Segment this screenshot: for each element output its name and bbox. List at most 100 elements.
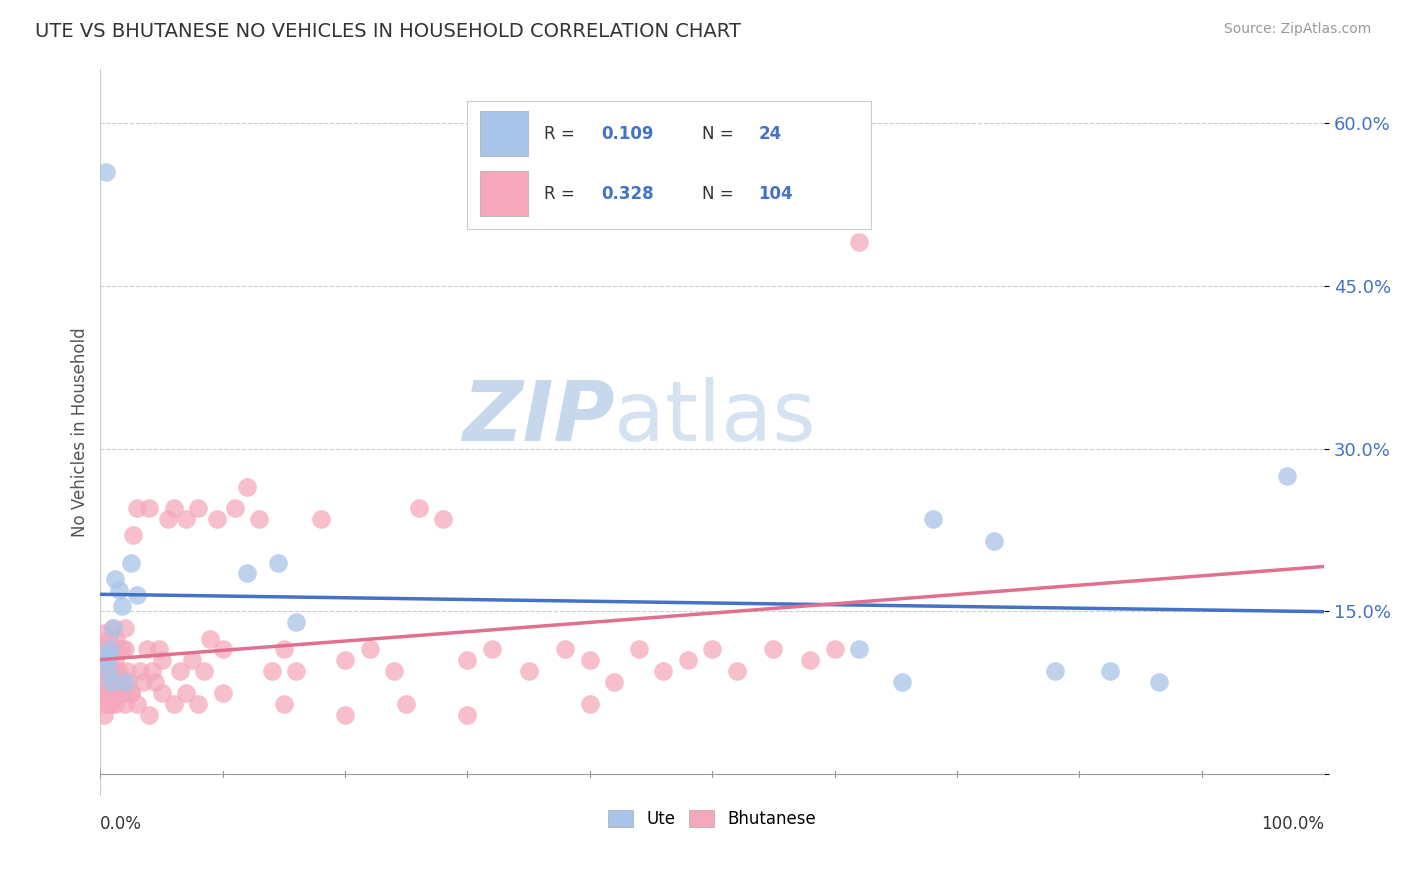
Point	[627, 642, 650, 657]
Point	[211, 686, 233, 700]
Point	[890, 675, 912, 690]
Point	[117, 675, 139, 690]
Point	[107, 675, 129, 690]
Point	[359, 642, 381, 657]
Point	[114, 621, 136, 635]
Point	[205, 512, 228, 526]
Point	[104, 675, 127, 690]
Point	[799, 653, 821, 667]
Text: 100.0%: 100.0%	[1261, 815, 1324, 833]
Point	[97, 664, 120, 678]
Text: ZIP: ZIP	[461, 377, 614, 458]
Point	[285, 664, 308, 678]
Point	[824, 642, 846, 657]
Point	[125, 588, 148, 602]
Text: atlas: atlas	[614, 377, 815, 458]
Point	[138, 501, 160, 516]
Point	[187, 697, 209, 711]
Point	[114, 642, 136, 657]
Point	[101, 621, 124, 635]
Point	[96, 653, 118, 667]
Point	[481, 642, 503, 657]
Point	[150, 686, 173, 700]
Point	[432, 512, 454, 526]
Point	[579, 653, 602, 667]
Point	[128, 664, 150, 678]
Point	[111, 599, 134, 613]
Point	[96, 675, 118, 690]
Point	[94, 697, 117, 711]
Point	[725, 664, 748, 678]
Point	[456, 707, 478, 722]
Point	[97, 664, 120, 678]
Point	[112, 686, 135, 700]
Point	[260, 664, 283, 678]
Point	[702, 642, 724, 657]
Point	[104, 653, 127, 667]
Point	[148, 642, 170, 657]
Point	[138, 707, 160, 722]
Point	[93, 707, 115, 722]
Point	[983, 533, 1005, 548]
Point	[1098, 664, 1121, 678]
Point	[579, 697, 602, 711]
Point	[104, 572, 127, 586]
Point	[110, 675, 132, 690]
Point	[94, 686, 117, 700]
Point	[309, 512, 332, 526]
Point	[174, 512, 197, 526]
Point	[120, 686, 142, 700]
Point	[98, 642, 121, 657]
Point	[762, 642, 785, 657]
Point	[97, 653, 120, 667]
Point	[211, 642, 233, 657]
Point	[93, 626, 115, 640]
Point	[456, 653, 478, 667]
Point	[98, 669, 121, 683]
Point	[408, 501, 430, 516]
Point	[96, 642, 118, 657]
Point	[111, 642, 134, 657]
Point	[285, 615, 308, 630]
Point	[117, 664, 139, 678]
Point	[236, 566, 259, 581]
Point	[145, 675, 167, 690]
Point	[98, 686, 121, 700]
Point	[101, 621, 124, 635]
Point	[1043, 664, 1066, 678]
Point	[267, 556, 290, 570]
Legend: Ute, Bhutanese: Ute, Bhutanese	[602, 804, 823, 835]
Point	[101, 686, 124, 700]
Point	[554, 642, 576, 657]
Point	[187, 501, 209, 516]
Point	[174, 686, 197, 700]
Point	[100, 664, 122, 678]
Point	[97, 697, 120, 711]
Point	[97, 686, 120, 700]
Point	[181, 653, 204, 667]
Point	[236, 479, 259, 493]
Text: UTE VS BHUTANESE NO VEHICLES IN HOUSEHOLD CORRELATION CHART: UTE VS BHUTANESE NO VEHICLES IN HOUSEHOL…	[35, 22, 741, 41]
Point	[848, 642, 870, 657]
Point	[163, 501, 186, 516]
Point	[96, 686, 118, 700]
Point	[107, 686, 129, 700]
Text: Source: ZipAtlas.com: Source: ZipAtlas.com	[1223, 22, 1371, 37]
Point	[96, 164, 118, 178]
Text: 0.0%: 0.0%	[100, 815, 142, 833]
Point	[97, 632, 120, 646]
Point	[273, 642, 295, 657]
Point	[848, 235, 870, 250]
Point	[108, 686, 131, 700]
Point	[333, 653, 356, 667]
Point	[107, 582, 129, 597]
Point	[125, 501, 148, 516]
Point	[93, 664, 115, 678]
Point	[107, 664, 129, 678]
Point	[122, 528, 145, 542]
Point	[91, 642, 114, 657]
Point	[100, 697, 122, 711]
Point	[249, 512, 271, 526]
Point	[114, 675, 136, 690]
Point	[103, 664, 125, 678]
